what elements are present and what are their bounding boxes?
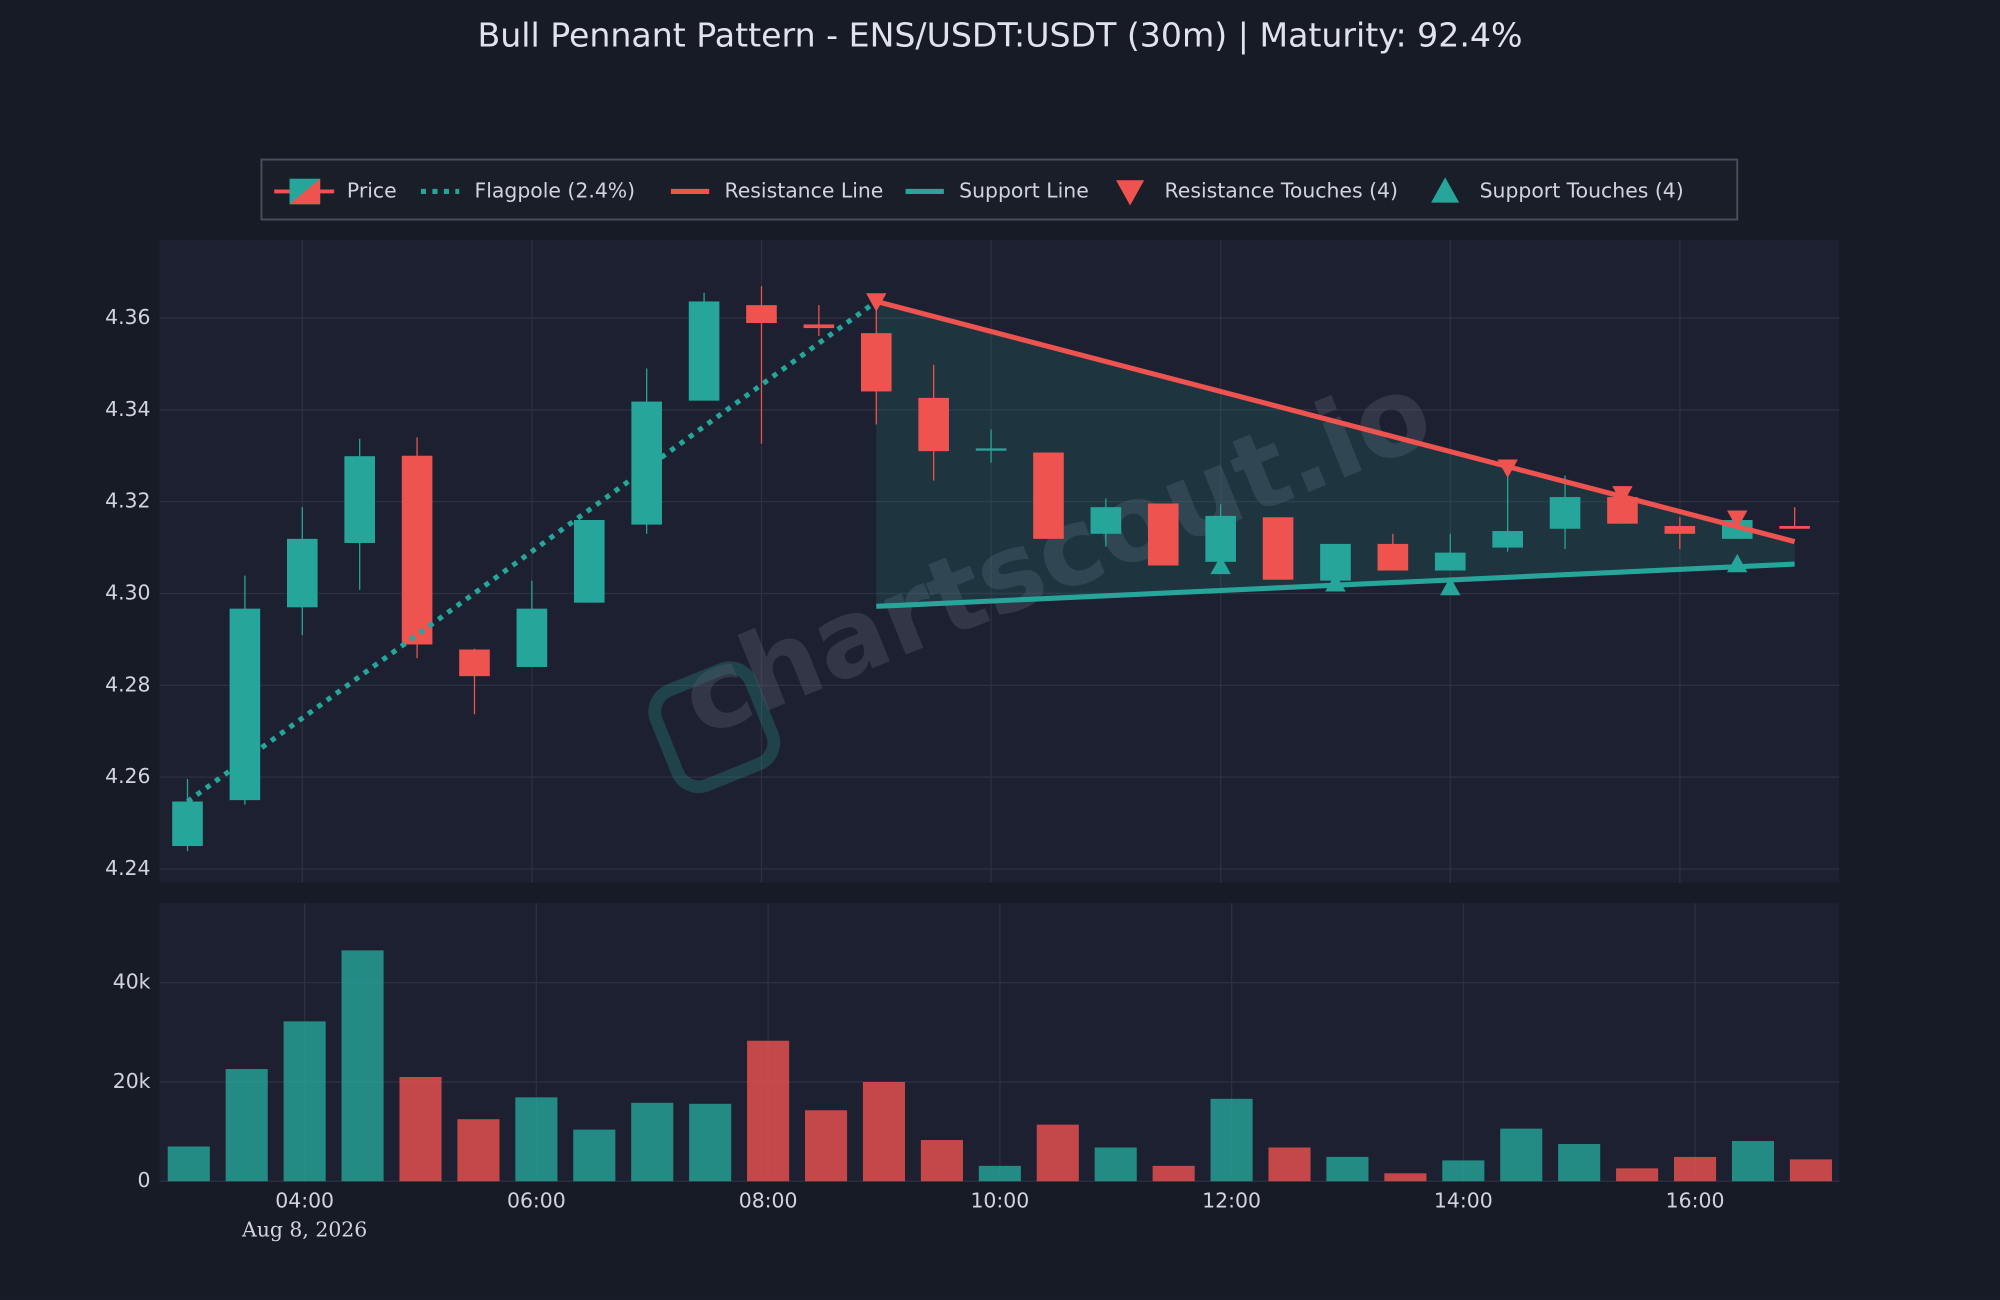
volume-bar: [1500, 1128, 1543, 1182]
candle-body: [286, 538, 318, 608]
candle-body: [688, 301, 720, 401]
volume-bar: [689, 1103, 732, 1182]
legend: [260, 158, 1739, 221]
legend-swatch: [1116, 180, 1145, 206]
candle-body: [1262, 517, 1294, 580]
candle-body: [459, 649, 490, 677]
volume-bar: [631, 1102, 674, 1182]
candle-body: [1779, 525, 1810, 529]
volume-bar: [1616, 1168, 1659, 1182]
volume-bar: [1210, 1098, 1253, 1182]
line-solid: [875, 298, 1796, 545]
volume-bar: [1036, 1124, 1079, 1182]
candle-body: [918, 397, 949, 452]
touch-marker: [1497, 459, 1518, 478]
candle-body: [746, 305, 777, 324]
legend-label: Flagpole (2.4%): [474, 178, 635, 202]
volume-bar: [1442, 1160, 1485, 1182]
volume-bar: [167, 1146, 210, 1182]
legend-label: Resistance Touches (4): [1165, 178, 1398, 202]
volume-bar: [399, 1076, 442, 1182]
volume-bar: [805, 1110, 848, 1182]
candle-body: [860, 333, 892, 392]
x-tick-label: 16:00: [1666, 1189, 1725, 1213]
price-panel: [159, 239, 1840, 883]
legend-label: Price: [347, 178, 397, 202]
volume-bar: [1094, 1147, 1137, 1182]
y-tick-label: 4.24: [105, 856, 150, 880]
volume-bar: [225, 1069, 268, 1182]
volume-bar: [515, 1097, 558, 1182]
legend-label: Support Touches (4): [1480, 178, 1684, 202]
candle-body: [229, 608, 261, 801]
candle-body: [1549, 497, 1581, 529]
candle-body: [975, 448, 1007, 451]
y-tick-label: 0: [138, 1168, 151, 1192]
touch-marker: [1727, 553, 1748, 573]
volume-bar: [457, 1119, 500, 1182]
y-tick-label: 4.32: [105, 489, 150, 513]
line-dotted: [186, 299, 878, 804]
candle-body: [401, 455, 433, 645]
touch-marker: [1612, 486, 1633, 505]
y-tick-label: 4.36: [105, 305, 150, 329]
touch-marker: [1727, 510, 1748, 529]
volume-bar: [573, 1129, 616, 1182]
candle-body: [344, 456, 375, 543]
volume-bar: [978, 1165, 1021, 1182]
touch-marker: [1440, 576, 1461, 596]
touch-marker: [1210, 555, 1231, 575]
candle-body: [1205, 515, 1236, 562]
candle-body: [1033, 452, 1064, 539]
volume-bar: [1731, 1141, 1775, 1182]
y-tick-label: 4.34: [105, 397, 150, 421]
candle-body: [1090, 507, 1122, 534]
y-tick-label: 20k: [113, 1069, 151, 1093]
volume-bar: [920, 1140, 963, 1182]
candle-body: [803, 324, 835, 329]
volume-bar: [1326, 1156, 1369, 1182]
date-label: Aug 8, 2026: [241, 1217, 367, 1241]
touch-marker: [866, 293, 887, 312]
touch-marker: [1325, 573, 1346, 592]
candle-body: [573, 520, 605, 603]
y-tick-label: 4.28: [105, 672, 150, 696]
candle-body: [1492, 531, 1523, 548]
x-tick-label: 14:00: [1434, 1189, 1493, 1213]
x-tick-label: 08:00: [739, 1189, 798, 1213]
x-tick-label: 06:00: [507, 1189, 566, 1213]
candle-body: [1664, 525, 1696, 534]
volume-bar: [1384, 1173, 1427, 1182]
volume-bar: [341, 950, 384, 1182]
volume-bar: [1558, 1144, 1601, 1182]
candle-body: [1147, 503, 1179, 566]
y-tick-label: 40k: [113, 970, 151, 994]
volume-bar: [1789, 1159, 1832, 1182]
x-tick-label: 10:00: [970, 1189, 1029, 1213]
volume-bar: [1152, 1165, 1195, 1182]
y-tick-label: 4.30: [105, 580, 150, 604]
legend-label: Support Line: [959, 178, 1089, 202]
candle-body: [172, 801, 203, 847]
legend-swatch: [1431, 177, 1460, 203]
volume-bar: [1674, 1156, 1717, 1182]
candle-body: [1377, 543, 1409, 571]
x-tick-label: 04:00: [275, 1189, 334, 1213]
volume-bar: [283, 1021, 326, 1182]
volume-bar: [862, 1081, 906, 1182]
volume-bar: [1268, 1147, 1311, 1182]
y-tick-label: 4.26: [105, 764, 150, 788]
chart-title: Bull Pennant Pattern - ENS/USDT:USDT (30…: [477, 16, 1522, 55]
candle-body: [516, 608, 548, 667]
x-tick-label: 12:00: [1202, 1189, 1261, 1213]
legend-label: Resistance Line: [724, 178, 883, 202]
volume-bar: [747, 1040, 790, 1182]
candle-body: [1434, 552, 1466, 571]
watermark-icon: [648, 661, 781, 794]
